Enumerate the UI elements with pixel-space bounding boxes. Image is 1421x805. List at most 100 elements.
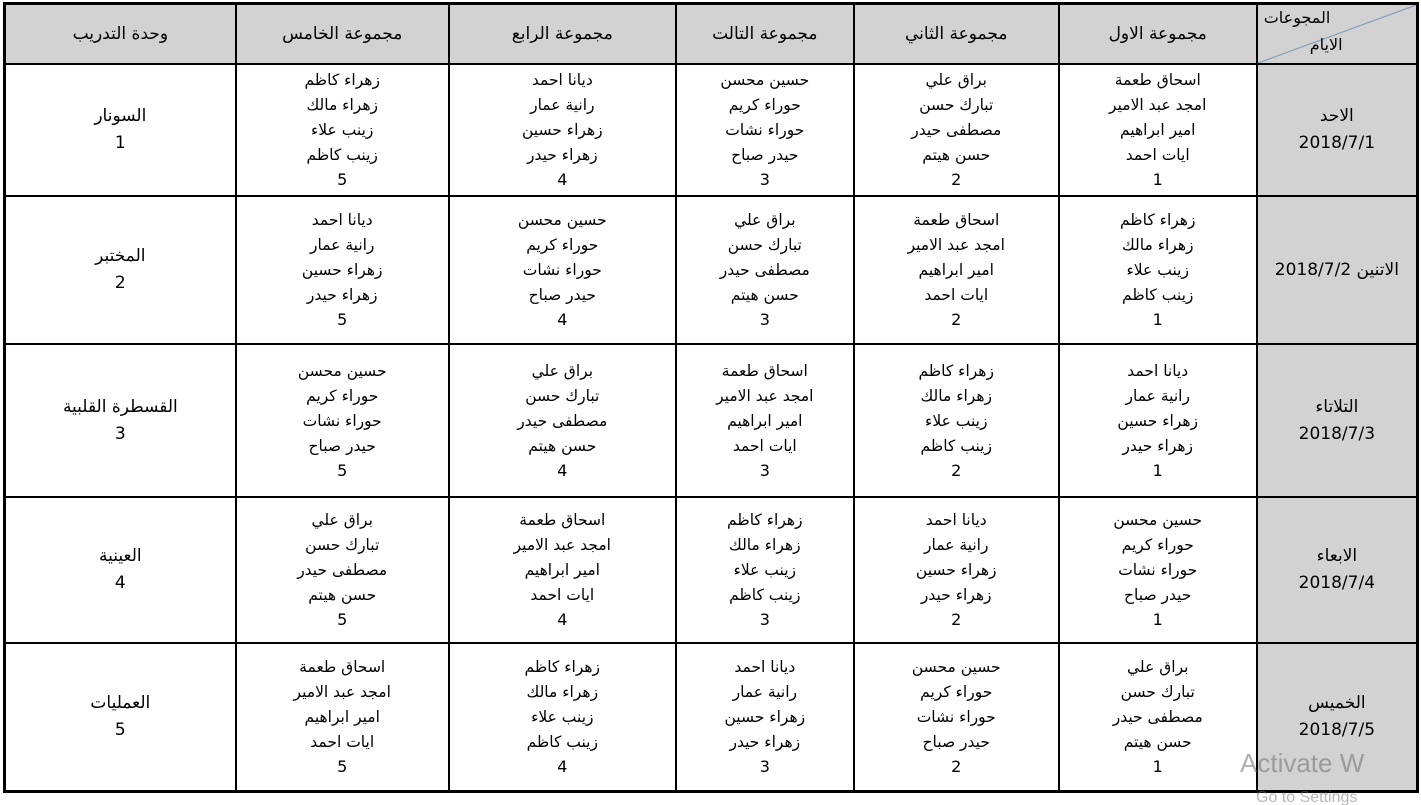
group-number: 2 (951, 310, 962, 329)
group-2-cell[interactable]: ديانا احمد رانية عمار زهراء حسين زهراء حيدر… (852, 496, 1060, 644)
group-4-cell[interactable]: حسين محسن حوراء كريم حوراء نشات حيدر صباح 4 (447, 195, 677, 345)
group-header-4[interactable]: مجموعة الرابع (447, 2, 677, 65)
group-2-cell[interactable]: براق علي تبارك حسن مصطفى حيدر حسن هيتم 2 (852, 63, 1060, 197)
trainee-name: امجد عبد الامير (1109, 96, 1207, 114)
group-header-3[interactable]: مجموعة التالت (674, 2, 855, 65)
trainee-name: حيدر صباح (528, 286, 596, 304)
group-1-cell[interactable]: زهراء كاظم زهراء مالك زينب علاء زينب كاظم 1 (1057, 195, 1258, 345)
group-header-2[interactable]: مجموعة الثاني (852, 2, 1060, 65)
day-cell[interactable]: الخميس 2018/7/5 (1255, 642, 1419, 793)
day-label-line: التلاتاء (1315, 396, 1359, 417)
day-label-line: 2018/7/1 (1298, 133, 1376, 153)
training-unit-cell[interactable]: العينية 4 (3, 496, 237, 644)
trainee-name: زهراء مالك (920, 386, 993, 405)
corner-header-cell[interactable]: المجوعات الايام (1255, 2, 1419, 65)
trainee-name: حسين محسن (517, 211, 607, 229)
group-number: 4 (557, 757, 568, 776)
group-3-cell[interactable]: اسحاق طعمة امجد عبد الامير امير ابراهيم ايا… (674, 343, 855, 498)
group-number: 3 (759, 757, 770, 776)
group-header-1[interactable]: مجموعة الاول (1057, 2, 1258, 65)
day-cell[interactable]: الاحد 2018/7/1 (1255, 63, 1419, 197)
group-4-cell[interactable]: براق علي تبارك حسن مصطفى حيدر حسن هيتم 4 (447, 343, 677, 498)
trainee-name: زينب كاظم (526, 733, 598, 751)
training-unit-number: 1 (114, 133, 126, 153)
group-number: 4 (557, 310, 568, 329)
group-4-cell[interactable]: اسحاق طعمة امجد عبد الامير امير ابراهيم ايا… (447, 496, 677, 644)
group-5-cell[interactable]: اسحاق طعمة امجد عبد الامير امير ابراهيم ايا… (234, 642, 450, 793)
group-number: 3 (759, 310, 770, 329)
trainee-name: حسن هيتم (528, 436, 597, 455)
group-5-cell[interactable]: ديانا احمد رانية عمار زهراء حسين زهراء حيدر… (234, 195, 450, 345)
group-5-cell[interactable]: براق علي تبارك حسن مصطفى حيدر حسن هيتم 5 (234, 496, 450, 644)
trainee-name: زهراء مالك (526, 683, 599, 701)
schedule-row: الخميس 2018/7/5 براق علي تبارك حسن مصطفى حيد… (3, 642, 1419, 793)
trainee-name: حيدر صباح (308, 436, 376, 455)
group-4-cell[interactable]: ديانا احمد رانية عمار زهراء حسين زهراء حيدر… (447, 63, 677, 197)
trainee-name: حوراء نشات (522, 261, 602, 279)
group-3-cell[interactable]: براق علي تبارك حسن مصطفى حيدر حسن هيتم 3 (674, 195, 855, 345)
trainee-name: ديانا احمد (734, 658, 796, 676)
group-5-cell[interactable]: حسين محسن حوراء كريم حوراء نشات حيدر صباح 5 (234, 343, 450, 498)
trainee-name: زهراء حسين (915, 561, 997, 579)
group-1-cell[interactable]: ديانا احمد رانية عمار زهراء حسين زهراء حيدر… (1057, 343, 1258, 498)
group-2-cell[interactable]: حسين محسن حوراء كريم حوراء نشات حيدر صباح 2 (852, 642, 1060, 793)
trainee-name: حوراء كريم (728, 96, 801, 114)
trainee-name: امير ابراهيم (1120, 121, 1196, 139)
trainee-name: حوراء نشات (916, 708, 996, 726)
day-cell[interactable]: الاتنين 2018/7/2 (1255, 195, 1419, 345)
group-4-cell[interactable]: زهراء كاظم زهراء مالك زينب علاء زينب كاظم 4 (447, 642, 677, 793)
group-header-5[interactable]: مجموعة الخامس (234, 2, 450, 65)
day-cell[interactable]: التلاتاء 2018/7/3 (1255, 343, 1419, 498)
group-1-cell[interactable]: اسحاق طعمة امجد عبد الامير امير ابراهيم ايا… (1057, 63, 1258, 197)
group-3-cell[interactable]: ديانا احمد رانية عمار زهراء حسين زهراء حيدر… (674, 642, 855, 793)
trainee-name: حسين محسن (911, 658, 1001, 676)
trainee-name: رانية عمار (1125, 386, 1190, 405)
trainee-name: ايات احمد (924, 286, 989, 304)
day-cell[interactable]: الابعاء 2018/7/4 (1255, 496, 1419, 644)
group-2-cell[interactable]: زهراء كاظم زهراء مالك زينب علاء زينب كاظم 2 (852, 343, 1060, 498)
go-to-settings-watermark[interactable]: Go to Settings (1256, 789, 1358, 805)
training-unit-cell[interactable]: السونار 1 (3, 63, 237, 197)
group-3-cell[interactable]: زهراء كاظم زهراء مالك زينب علاء زينب كاظم 3 (674, 496, 855, 644)
schedule-row: الاتنين 2018/7/2 زهراء كاظم زهراء مالك زينب… (3, 195, 1419, 345)
day-label-line: الاتنين 2018/7/2 (1274, 259, 1399, 280)
diagonal-divider (1258, 5, 1416, 63)
training-unit-number: 5 (114, 720, 126, 740)
training-unit-cell[interactable]: المختبر 2 (3, 195, 237, 345)
group-1-cell[interactable]: براق علي تبارك حسن مصطفى حيدر حسن هيتم 1 (1057, 642, 1258, 793)
group-number: 1 (1152, 460, 1163, 480)
group-2-cell[interactable]: اسحاق طعمة امجد عبد الامير امير ابراهيم ايا… (852, 195, 1060, 345)
group-number: 3 (759, 610, 770, 629)
day-label-line: 2018/7/4 (1298, 573, 1376, 593)
activate-windows-watermark: Activate W (1240, 748, 1365, 778)
training-unit-cell[interactable]: القسطرة القلبية 3 (3, 343, 237, 498)
group-number: 4 (557, 170, 568, 189)
corner-days-label: الايام (1309, 35, 1343, 54)
training-unit-name: العينية (99, 546, 142, 566)
trainee-name: تبارك حسن (305, 536, 380, 554)
group-3-cell[interactable]: حسين محسن حوراء كريم حوراء نشات حيدر صباح 3 (674, 63, 855, 197)
trainee-name: رانية عمار (530, 96, 595, 114)
trainee-name: براق علي (925, 71, 987, 89)
training-unit-cell[interactable]: العمليات 5 (3, 642, 237, 793)
trainee-name: ايات احمد (530, 586, 595, 604)
trainee-name: زينب كاظم (920, 436, 992, 455)
group-number: 5 (337, 610, 348, 629)
group-5-cell[interactable]: زهراء كاظم زهراء مالك زينب علاء زينب كاظم 5 (234, 63, 450, 197)
trainee-name: زهراء مالك (306, 96, 378, 114)
unit-header[interactable]: وحدة التدريب (3, 2, 237, 65)
group-1-cell[interactable]: حسين محسن حوراء كريم حوراء نشات حيدر صباح 1 (1057, 496, 1258, 644)
trainee-name: رانية عمار (924, 536, 989, 554)
trainee-name: مصطفى حيدر (297, 561, 388, 579)
trainee-name: تبارك حسن (525, 386, 600, 405)
trainee-name: زهراء مالك (1121, 236, 1194, 254)
trainee-name: رانية عمار (732, 683, 798, 701)
trainee-name: حسن هيتم (922, 146, 991, 164)
trainee-name: حسن هيتم (1123, 733, 1192, 751)
trainee-name: مصطفى حيدر (1112, 708, 1203, 726)
trainee-name: امجد عبد الامير (716, 386, 814, 405)
day-label-line: الاحد (1319, 106, 1354, 126)
trainee-name: زهراء كاظم (918, 361, 994, 380)
training-unit-number: 2 (114, 273, 126, 293)
group-number: 4 (557, 460, 568, 480)
